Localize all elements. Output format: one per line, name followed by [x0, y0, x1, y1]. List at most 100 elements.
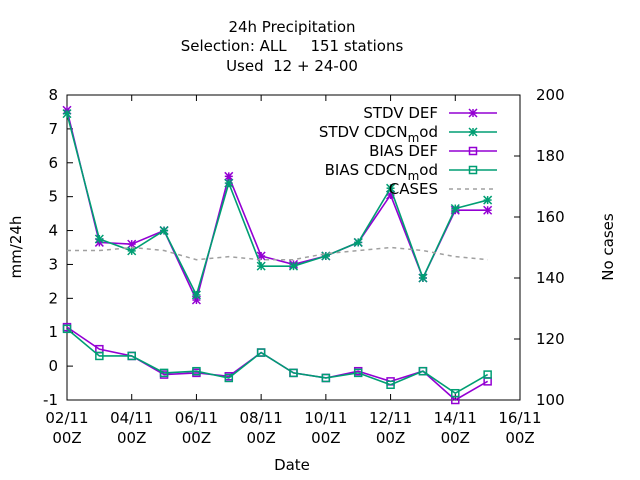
series-3-marker-square [159, 368, 169, 378]
y-tick-label: 7 [48, 120, 58, 138]
series-3-point [418, 366, 428, 376]
legend-label-main: BIAS DEF [369, 142, 438, 160]
series-1-point [386, 183, 396, 193]
x-tick-date: 02/11 [45, 409, 88, 427]
y-tick-label: -1 [43, 391, 58, 409]
series-3-point [256, 348, 266, 357]
chart-title: 24h Precipitation Selection: ALL 151 sta… [181, 18, 404, 75]
title-line-2: Selection: ALL 151 stations [181, 37, 404, 55]
series-3-marker-square [192, 366, 201, 376]
series-3-marker-square [95, 351, 104, 361]
x-tick-time: 00Z [505, 429, 534, 447]
legend-label: STDV CDCNmod [319, 123, 438, 145]
series-1-marker-stroke [418, 273, 428, 283]
legend-entry-3: BIAS CDCNmod [325, 161, 497, 183]
series-1-marker-stroke [94, 234, 104, 244]
y-tick-label: 2 [48, 289, 58, 307]
series-0-point [127, 239, 137, 249]
series-2-marker-square [468, 146, 478, 156]
legend-label: CASES [389, 180, 438, 198]
series-3-marker-square [468, 165, 478, 175]
series-layer [62, 105, 493, 405]
y-axis-label: mm/24h [7, 216, 25, 279]
x-tick-time: 00Z [117, 429, 146, 447]
series-0-point [256, 251, 266, 261]
series-1-point [159, 226, 169, 236]
series-0-marker-stroke [386, 190, 396, 200]
series-3-point [192, 366, 201, 376]
x-tick-time: 00Z [246, 429, 275, 447]
series-1-marker-stroke [450, 203, 460, 214]
axes: -1 0 1 2 3 4 5 6 7 8 100 120 140 160 180 200 02/11 00Z 04/… [43, 86, 565, 447]
series-1-marker-stroke [468, 127, 478, 137]
series-3-point [95, 351, 104, 361]
series-1-marker-stroke [386, 183, 396, 193]
series-3-point [321, 373, 331, 383]
series-3-point [127, 351, 136, 361]
legend-label: BIAS CDCNmod [325, 161, 438, 183]
y-tick-label: 5 [48, 188, 58, 206]
y2-tick-label: 120 [536, 330, 565, 348]
series-0-point [224, 171, 234, 181]
series-1-point [94, 234, 104, 244]
y-tick-label: 6 [48, 154, 58, 172]
y-tick-label: 4 [48, 222, 58, 240]
x-tick-time: 00Z [441, 429, 470, 447]
legend-label-tail: od [419, 123, 438, 141]
series-3-point [483, 370, 492, 379]
legend-label: STDV DEF [363, 104, 438, 122]
y-tick-label: 0 [48, 357, 58, 375]
x-tick-date: 04/11 [110, 409, 153, 427]
series-1-point [418, 273, 428, 283]
legend-label: BIAS DEF [369, 142, 438, 160]
x-tick-date: 10/11 [304, 409, 347, 427]
series-3-line [66, 328, 489, 395]
y2-tick-label: 140 [536, 269, 565, 287]
series-1-line [66, 113, 488, 298]
series-3-marker-square [386, 380, 395, 389]
series-1-marker-stroke [288, 261, 299, 271]
series-1-point [224, 178, 234, 188]
series-1-point [450, 203, 460, 214]
series-0-marker-stroke [127, 239, 137, 249]
y2-tick-label: 200 [536, 86, 565, 104]
series-3-point [353, 368, 363, 378]
legend-entry-0: STDV DEF [363, 104, 497, 122]
series-0-marker-stroke [483, 205, 493, 215]
series-3-marker-square [224, 373, 234, 383]
legend-label-main: BIAS CDCN [325, 161, 408, 179]
y2-tick-label: 100 [536, 391, 565, 409]
x-tick-date: 14/11 [434, 409, 477, 427]
series-3-marker-square [289, 368, 298, 378]
series-1-point [256, 261, 266, 271]
legend-entry-2: BIAS DEF [369, 142, 497, 160]
legend-entry-1: STDV CDCNmod [319, 123, 497, 145]
title-line-3: Used 12 + 24-00 [226, 57, 358, 75]
series-0-marker-stroke [468, 108, 478, 118]
x-tick-time: 00Z [311, 429, 340, 447]
series-1-marker-stroke [483, 195, 493, 205]
series-3-point [451, 388, 460, 398]
y-tick-label: 1 [48, 323, 58, 341]
y2-tick-label: 160 [536, 208, 565, 226]
series-1-marker-stroke [191, 290, 201, 300]
x-tick-date: 06/11 [175, 409, 218, 427]
x-tick-time: 00Z [182, 429, 211, 447]
series-4 [67, 246, 488, 261]
x-tick-time: 00Z [376, 429, 405, 447]
series-3-marker-square [451, 388, 460, 398]
series-3-marker-square [321, 373, 331, 383]
series-1-point [353, 237, 363, 247]
series-3 [62, 324, 492, 398]
series-1-marker-stroke [159, 226, 169, 236]
series-3-point [224, 373, 234, 383]
legend-label-tail: od [419, 161, 438, 179]
series-4-line [67, 246, 488, 261]
series-3-point [159, 368, 169, 378]
title-line-1: 24h Precipitation [228, 18, 355, 36]
series-1-point [321, 251, 331, 261]
series-1-marker-stroke [224, 178, 234, 188]
y2-tick-label: 180 [536, 147, 565, 165]
